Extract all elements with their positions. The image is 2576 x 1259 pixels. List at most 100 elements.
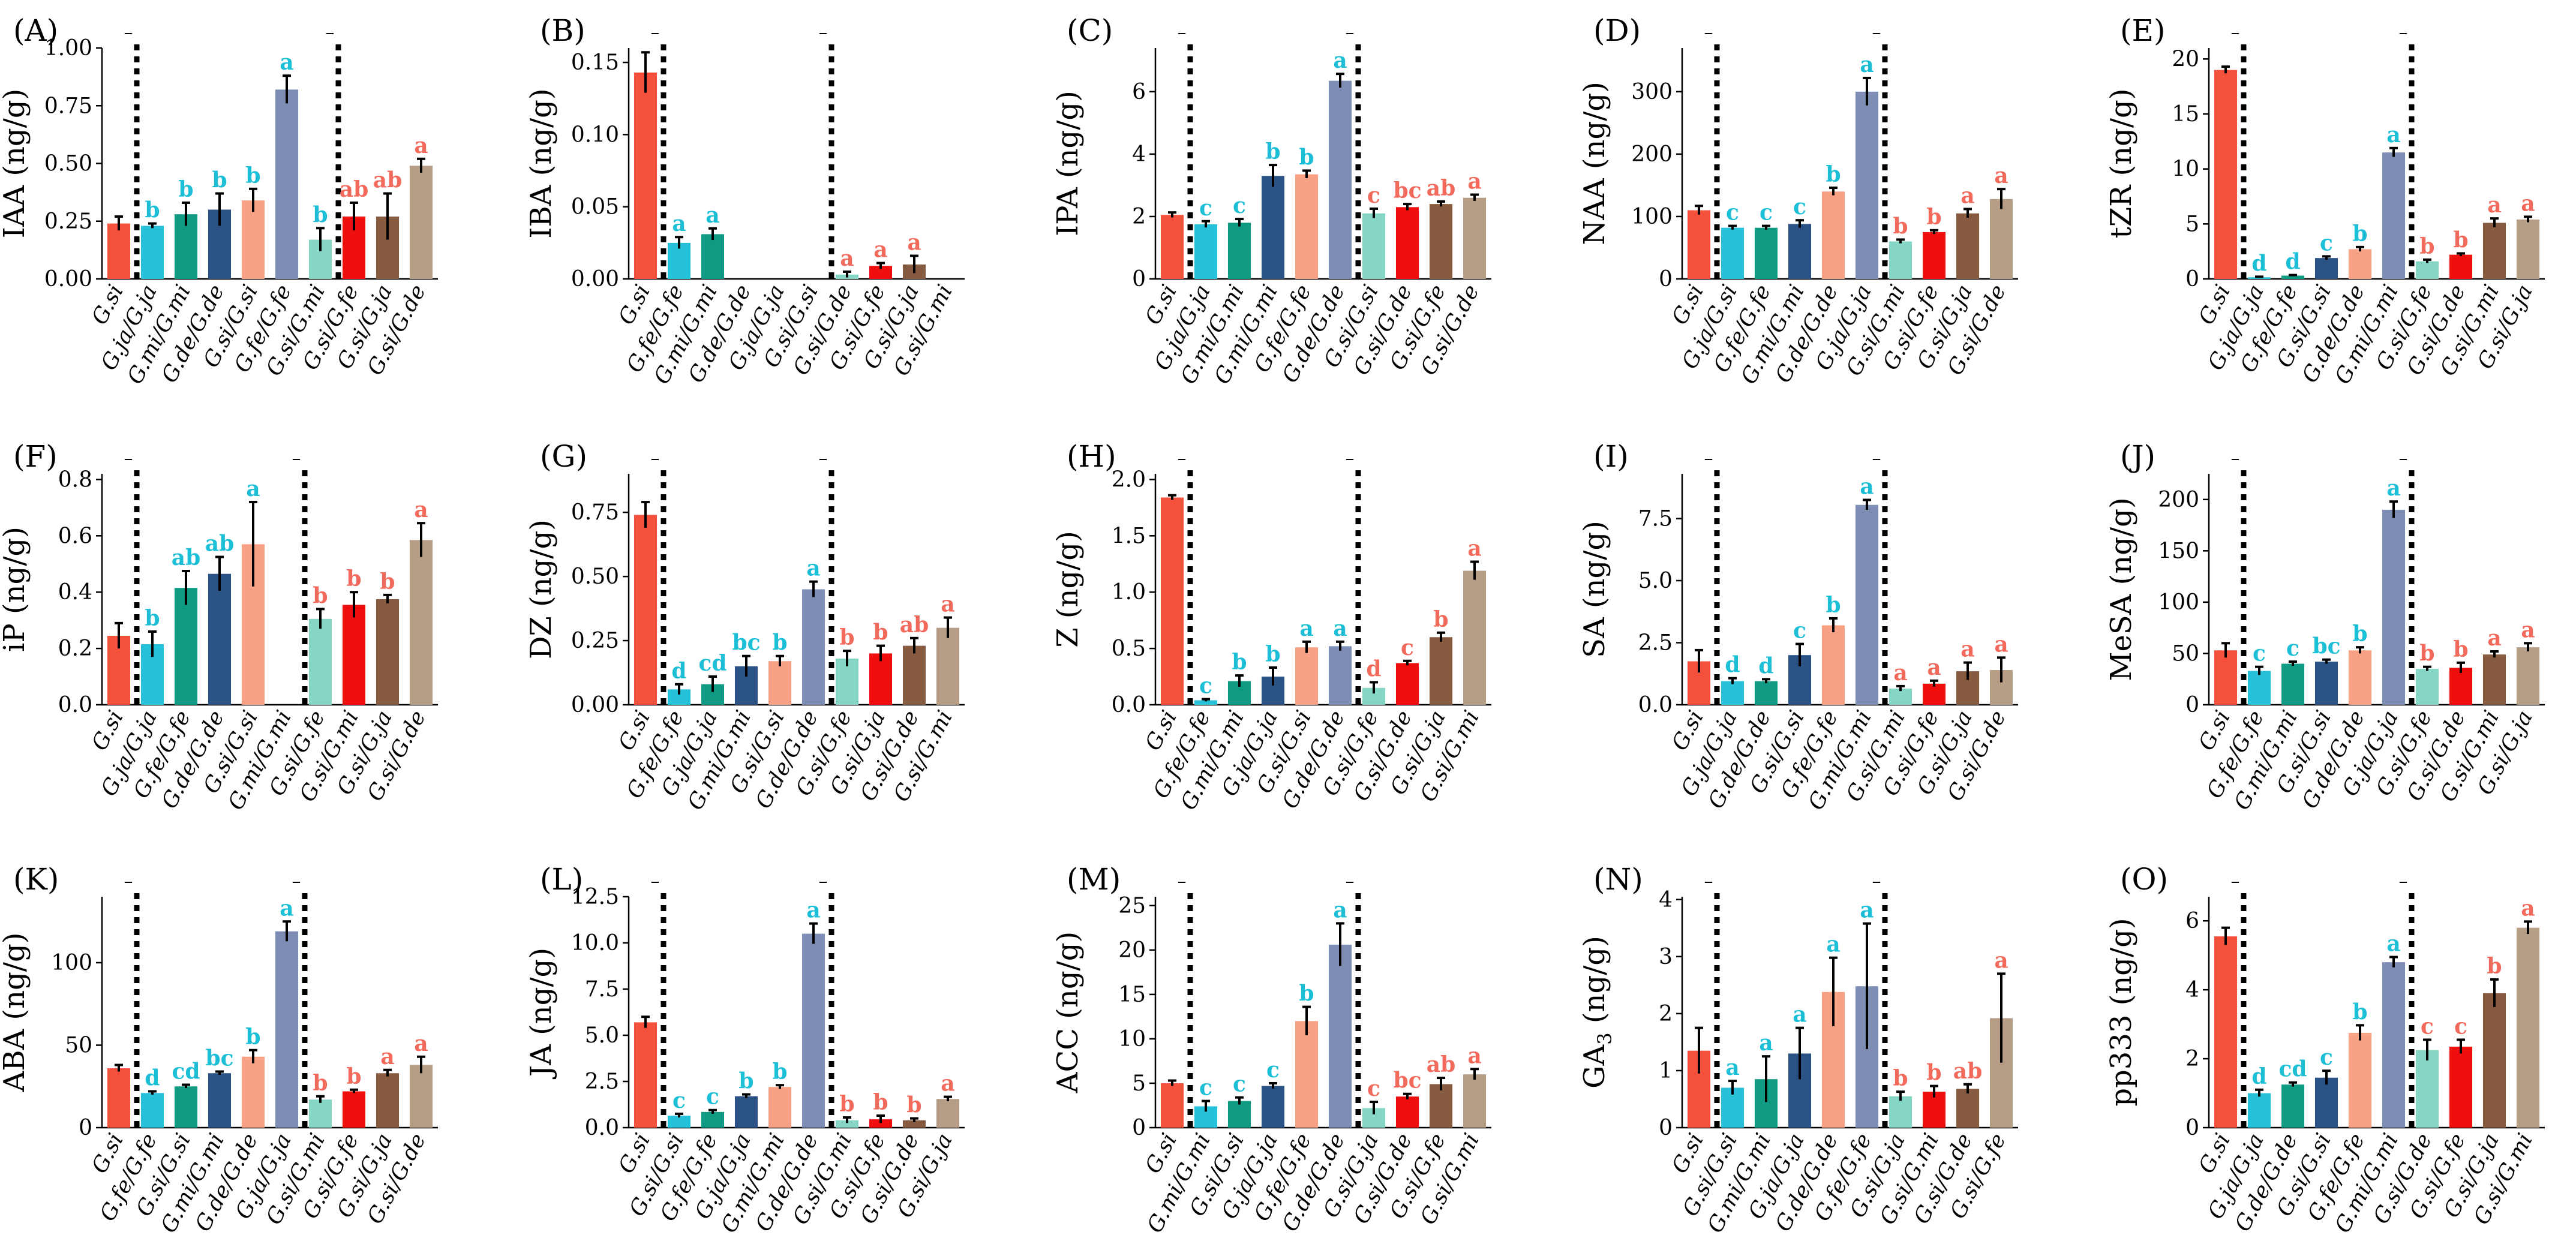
bar-g-ja-g-ja (734, 1096, 758, 1128)
bar-g-si-g-mi (835, 1120, 859, 1128)
bar-g-ja-g-ja (1855, 91, 1879, 280)
y-axis-label: DZ (ng/g) (524, 519, 558, 659)
significance-letter: a (705, 203, 719, 228)
y-tick-label: 0 (1659, 267, 1673, 292)
significance-letter: b (2487, 954, 2502, 979)
bar-g-si-g-mi (2516, 927, 2540, 1128)
bar-g-de-g-de (1328, 646, 1352, 705)
significance-letter: b (145, 198, 160, 223)
bar-g-si-g-mi (1889, 689, 1913, 705)
y-tick-label: 0 (2185, 693, 2199, 717)
significance-letter: b (1826, 593, 1841, 618)
bar-g-si-g-si (2314, 662, 2338, 705)
bar-g-si-g-ja (869, 653, 893, 705)
y-tick-label: 2 (2185, 1047, 2199, 1071)
separator-mark: – (2399, 448, 2408, 469)
panel-label: (A) (13, 13, 58, 48)
significance-letter: bc (1393, 178, 1421, 203)
bar-g-ja-g-si (1721, 227, 1745, 279)
significance-letter: a (873, 238, 887, 263)
bar-g-si-g-mi (2482, 223, 2506, 279)
bar-g-si-g-si (1295, 647, 1319, 705)
significance-letter: b (212, 168, 227, 193)
significance-letter: b (245, 163, 260, 188)
bar-g-fe-g-fe (2281, 275, 2305, 279)
significance-letter: a (246, 476, 260, 501)
bar-g-si-g-fe (1922, 232, 1946, 279)
significance-letter: d (1366, 656, 1381, 681)
separator-mark: – (1704, 22, 1713, 43)
separator-mark: – (1872, 448, 1881, 469)
y-tick-label: 300 (1631, 80, 1673, 104)
y-tick-label: 6 (2185, 909, 2199, 933)
bar-g-si-g-de (409, 1065, 433, 1128)
bar-g-si-g-fe (342, 1091, 366, 1128)
significance-letter: a (1994, 163, 2008, 188)
significance-letter: a (1927, 655, 1941, 680)
panel-label: (I) (1593, 439, 1629, 474)
significance-letter: c (1401, 635, 1414, 660)
bar-g-si-g-de (902, 1120, 926, 1128)
bar-g-si-g-mi (342, 605, 366, 705)
bar-g-si-g-si (667, 1115, 691, 1128)
significance-letter: a (2386, 476, 2400, 501)
y-tick-label: 0.10 (571, 122, 619, 147)
separator-mark: – (124, 871, 133, 892)
y-tick-label: 12.5 (571, 885, 619, 909)
y-tick-label: 5.0 (585, 1023, 619, 1048)
y-tick-label: 0 (2185, 1116, 2199, 1140)
bar-g-si-g-mi (1922, 1092, 1946, 1128)
significance-letter: b (772, 630, 787, 656)
bar-g-si-g-si (2314, 258, 2338, 279)
separator-mark: – (819, 22, 828, 43)
separator-mark: – (1346, 448, 1355, 469)
significance-letter: b (313, 583, 328, 608)
y-axis-label: JA (ng/g) (524, 948, 558, 1080)
bar-g-si-g-fe (1429, 204, 1453, 279)
separator-mark: – (2231, 22, 2240, 43)
bar-g-si-g-ja (2516, 647, 2540, 705)
bar-g-de-g-de (1328, 80, 1352, 280)
bar-g-si-g-de (1395, 663, 1419, 705)
significance-letter: c (1199, 674, 1212, 699)
bar-g-si (634, 515, 657, 705)
bar-g-si-g-si (1362, 213, 1386, 279)
bar-g-si (1160, 497, 1184, 705)
significance-letter: b (380, 569, 395, 594)
y-tick-label: 0.75 (44, 94, 92, 118)
significance-letter: a (380, 1044, 394, 1069)
significance-letter: c (1793, 618, 1806, 644)
separator-mark: – (1872, 22, 1881, 43)
y-tick-label: 0.8 (58, 467, 92, 492)
y-tick-label: 50 (2172, 641, 2199, 666)
bar-g-fe-g-fe (174, 588, 198, 705)
bar-g-ja-g-ja (1721, 681, 1745, 705)
separator-mark: – (2399, 22, 2408, 43)
y-tick-label: 1 (1659, 1059, 1673, 1083)
bar-g-fe-g-fe (1194, 700, 1218, 705)
y-tick-label: 100 (51, 951, 92, 975)
significance-letter: b (1232, 650, 1247, 675)
significance-letter: b (1433, 607, 1448, 632)
significance-letter: b (2419, 641, 2434, 666)
separator-mark: – (1178, 22, 1187, 43)
bar-g-si-g-fe (1429, 1084, 1453, 1128)
y-tick-label: 1.5 (1112, 524, 1146, 548)
y-tick-label: 0.5 (1112, 636, 1146, 661)
bar-g-fe-g-fe (667, 242, 691, 279)
y-tick-label: 4 (2185, 978, 2199, 1002)
significance-letter: a (1826, 932, 1840, 957)
significance-letter: c (2421, 1014, 2434, 1039)
y-tick-label: 150 (2158, 539, 2199, 563)
y-tick-label: 15 (1118, 982, 1146, 1007)
y-tick-label: 0.15 (571, 50, 619, 75)
bar-g-si-g-mi (1889, 241, 1913, 279)
significance-letter: b (2453, 227, 2468, 253)
bar-g-si-g-si (174, 1086, 198, 1128)
y-tick-label: 0.0 (1638, 693, 1673, 717)
significance-letter: a (1994, 948, 2008, 973)
y-axis-label: IBA (ng/g) (524, 88, 558, 238)
separator-mark: – (1346, 871, 1355, 892)
